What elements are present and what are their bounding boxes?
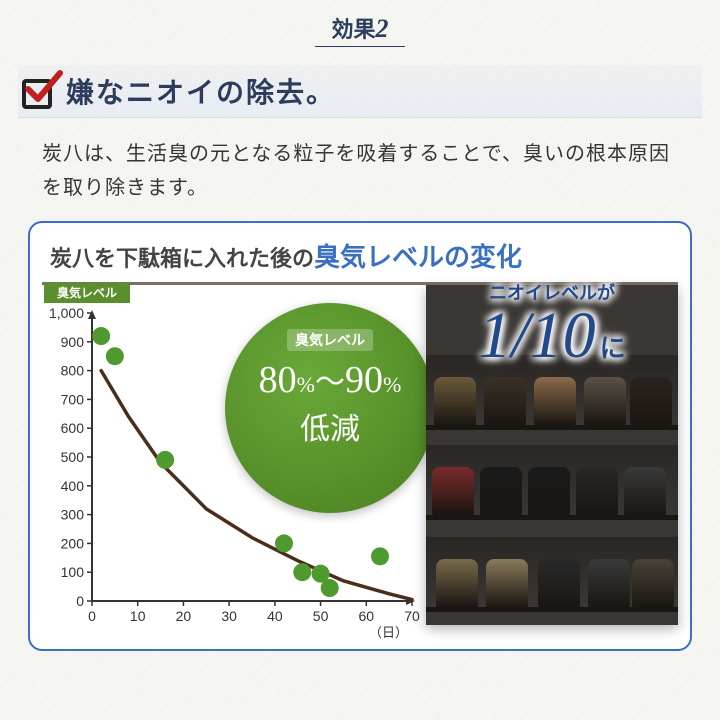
shoe	[588, 559, 630, 607]
svg-text:20: 20	[176, 608, 192, 624]
shoe	[584, 377, 626, 425]
card-title-plain: 炭八を下駄箱に入れた後の	[50, 246, 314, 271]
svg-text:（日）: （日）	[369, 625, 408, 640]
svg-text:1,000: 1,000	[49, 305, 84, 321]
y-axis-badge: 臭気レベル	[44, 283, 130, 303]
svg-text:0: 0	[76, 593, 84, 609]
checkmark-icon	[18, 71, 58, 111]
summary-circle: 臭気レベル 80%～90% 低減	[225, 303, 435, 513]
card-title-highlight: 臭気レベルの変化	[314, 242, 522, 272]
svg-text:200: 200	[61, 535, 85, 551]
svg-text:400: 400	[61, 478, 85, 494]
svg-text:40: 40	[267, 608, 283, 624]
svg-text:900: 900	[61, 334, 85, 350]
shoe	[538, 559, 580, 607]
shoe	[436, 559, 478, 607]
shoe	[484, 377, 526, 425]
svg-text:0: 0	[88, 608, 96, 624]
heading-bar: 嫌なニオイの除去。	[18, 65, 702, 117]
svg-text:30: 30	[221, 608, 237, 624]
shoe	[624, 467, 666, 515]
svg-text:60: 60	[358, 608, 374, 624]
svg-text:500: 500	[61, 449, 85, 465]
circle-reduce: 低減	[225, 404, 435, 448]
caption-fraction: 1/10	[478, 303, 595, 369]
shoe	[486, 559, 528, 607]
photo-panel: ニオイレベルが 1/10に	[426, 285, 678, 625]
svg-text:800: 800	[61, 363, 85, 379]
caption-suffix: に	[600, 333, 626, 363]
title-prefix: 効果	[331, 17, 375, 42]
section-title: 効果2	[0, 0, 720, 47]
svg-text:10: 10	[130, 608, 146, 624]
svg-text:300: 300	[61, 507, 85, 523]
shoe	[432, 467, 474, 515]
shoe	[480, 467, 522, 515]
circle-label: 臭気レベル	[287, 329, 373, 351]
shoe	[576, 467, 618, 515]
shoe	[630, 377, 672, 425]
svg-text:50: 50	[313, 608, 329, 624]
photo-caption: ニオイレベルが 1/10に	[432, 279, 672, 369]
svg-text:70: 70	[404, 608, 420, 624]
circle-percent: 80%～90%	[225, 357, 435, 402]
shoe-shelf	[426, 445, 678, 515]
svg-text:600: 600	[61, 420, 85, 436]
svg-text:100: 100	[61, 564, 85, 580]
title-number: 2	[376, 14, 389, 43]
shoe	[534, 377, 576, 425]
svg-text:700: 700	[61, 391, 85, 407]
heading-text: 嫌なニオイの除去。	[66, 71, 336, 111]
shoe	[632, 559, 674, 607]
card-title: 炭八を下駄箱に入れた後の臭気レベルの変化	[42, 233, 678, 280]
shoe	[434, 377, 476, 425]
description: 炭八は、生活臭の元となる粒子を吸着することで、臭いの根本原因を取り除きます。	[42, 137, 678, 205]
shoe	[528, 467, 570, 515]
shoe-shelf	[426, 537, 678, 607]
chart-card: 炭八を下駄箱に入れた後の臭気レベルの変化 臭気レベル 0100200300400…	[28, 221, 692, 651]
